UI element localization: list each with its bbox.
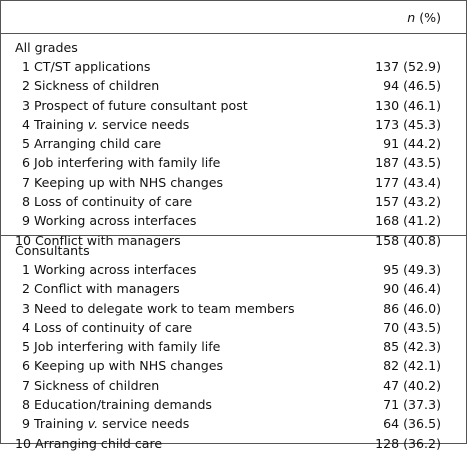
row-value: 95 (49.3) xyxy=(383,262,441,277)
table-row: 5 Job interfering with family life 85 (42.… xyxy=(1,337,466,356)
row-rank: 5 xyxy=(22,339,31,355)
row-rank: 2 xyxy=(22,78,31,94)
row-label: Sickness of children xyxy=(34,377,160,393)
table-row: 6 Keeping up with NHS changes 82 (42.1) xyxy=(1,356,466,375)
header-divider xyxy=(1,33,466,34)
table-row: 4 Training v. service needs 173 (45.3) xyxy=(1,115,466,134)
row-value: 187 (43.5) xyxy=(375,155,441,171)
row-value: 82 (42.1) xyxy=(383,358,441,374)
row-value: 177 (43.4) xyxy=(375,174,441,190)
row-value: 90 (46.4) xyxy=(383,281,441,297)
table-row: 3 Prospect of future consultant post 130 (… xyxy=(1,96,466,115)
row-value: 158 (40.8) xyxy=(375,232,441,248)
row-rank: 7 xyxy=(22,174,31,190)
row-label: Conflict with managers xyxy=(34,281,180,297)
row-rank: 10 xyxy=(15,232,32,248)
row-label: Arranging child care xyxy=(35,435,163,451)
table-row: 7 Sickness of children 47 (40.2) xyxy=(1,376,466,395)
n-label: n xyxy=(407,10,416,25)
table-row: 6 Job interfering with family life 187 (43… xyxy=(1,153,466,172)
row-label: Prospect of future consultant post xyxy=(34,97,248,113)
table-header: n (%) xyxy=(1,1,466,33)
row-label: Job interfering with family life xyxy=(34,339,221,355)
row-label: Arranging child care xyxy=(34,136,162,152)
row-value: 70 (43.5) xyxy=(383,319,441,335)
row-label: Training v. service needs xyxy=(34,416,190,432)
row-label: Sickness of children xyxy=(34,78,160,94)
section-all-grades: All grades 1 CT/ST applications 137 (52.9)… xyxy=(1,38,466,250)
table-row: 2 Sickness of children 94 (46.5) xyxy=(1,76,466,95)
row-value: 47 (40.2) xyxy=(383,377,441,393)
row-label: Loss of continuity of care xyxy=(34,319,193,335)
row-value: 85 (42.3) xyxy=(383,339,441,355)
section-divider xyxy=(1,235,466,236)
row-label: Training v. service needs xyxy=(34,116,190,132)
row-rank: 8 xyxy=(22,194,31,210)
row-label: Need to delegate work to team members xyxy=(34,300,295,316)
row-label: Working across interfaces xyxy=(34,213,197,229)
row-rank: 5 xyxy=(22,136,31,152)
table-row: 8 Education/training demands 71 (37.3) xyxy=(1,395,466,414)
table-row: 4 Loss of continuity of care 70 (43.5) xyxy=(1,318,466,337)
row-label: Education/training demands xyxy=(34,397,212,413)
row-value: 64 (36.5) xyxy=(383,416,441,432)
table-row: 1 Working across interfaces 95 (49.3) xyxy=(1,260,466,279)
row-label: Keeping up with NHS changes xyxy=(34,358,224,374)
row-label: CT/ST applications xyxy=(34,59,151,74)
row-label: Conflict with managers xyxy=(35,232,181,248)
row-value: 94 (46.5) xyxy=(383,78,441,94)
section-title: All grades xyxy=(15,40,78,55)
row-rank: 6 xyxy=(22,358,31,374)
section-title: Consultants xyxy=(15,243,90,258)
table-row: 5 Arranging child care 91 (44.2) xyxy=(1,134,466,153)
table-row: 2 Conflict with managers 90 (46.4) xyxy=(1,279,466,298)
row-value: 168 (41.2) xyxy=(375,213,441,229)
row-rank: 2 xyxy=(22,281,31,297)
row-value: 86 (46.0) xyxy=(383,300,441,316)
table-row: 10 Arranging child care 128 (36.2) xyxy=(1,434,466,453)
table-row: 3 Need to delegate work to team members 86… xyxy=(1,299,466,318)
table-row: 1 CT/ST applications 137 (52.9) xyxy=(1,57,466,76)
row-label: Loss of continuity of care xyxy=(34,194,193,210)
table-row: 7 Keeping up with NHS changes 177 (43.4) xyxy=(1,173,466,192)
row-rank: 6 xyxy=(22,155,31,171)
row-rank: 7 xyxy=(22,377,31,393)
row-rank: 9 xyxy=(22,213,31,229)
table-row: 9 Training v. service needs 64 (36.5) xyxy=(1,414,466,433)
row-value: 137 (52.9) xyxy=(375,59,441,74)
row-value: 157 (43.2) xyxy=(375,194,441,210)
percent-label: (%) xyxy=(419,10,441,25)
row-rank: 10 xyxy=(15,435,32,451)
row-label: Keeping up with NHS changes xyxy=(34,174,224,190)
row-rank: 8 xyxy=(22,397,31,413)
row-rank: 1 xyxy=(22,262,31,277)
section-consultants: Consultants 1 Working across interfaces 95… xyxy=(1,241,466,453)
table-row: 10 Conflict with managers 158 (40.8) xyxy=(1,231,466,250)
row-value: 91 (44.2) xyxy=(383,136,441,152)
row-rank: 9 xyxy=(22,416,31,432)
row-value: 71 (37.3) xyxy=(383,397,441,413)
row-rank: 4 xyxy=(22,319,31,335)
table-row: 9 Working across interfaces 168 (41.2) xyxy=(1,211,466,230)
column-header-n-percent: n (%) xyxy=(407,10,441,25)
row-value: 173 (45.3) xyxy=(375,116,441,132)
row-label: Working across interfaces xyxy=(34,262,197,277)
row-rank: 3 xyxy=(22,97,31,113)
table-row: 8 Loss of continuity of care 157 (43.2) xyxy=(1,192,466,211)
row-value: 128 (36.2) xyxy=(375,435,441,451)
row-rank: 3 xyxy=(22,300,31,316)
row-value: 130 (46.1) xyxy=(375,97,441,113)
row-rank: 4 xyxy=(22,116,31,132)
row-rank: 1 xyxy=(22,59,31,74)
row-label: Job interfering with family life xyxy=(34,155,221,171)
